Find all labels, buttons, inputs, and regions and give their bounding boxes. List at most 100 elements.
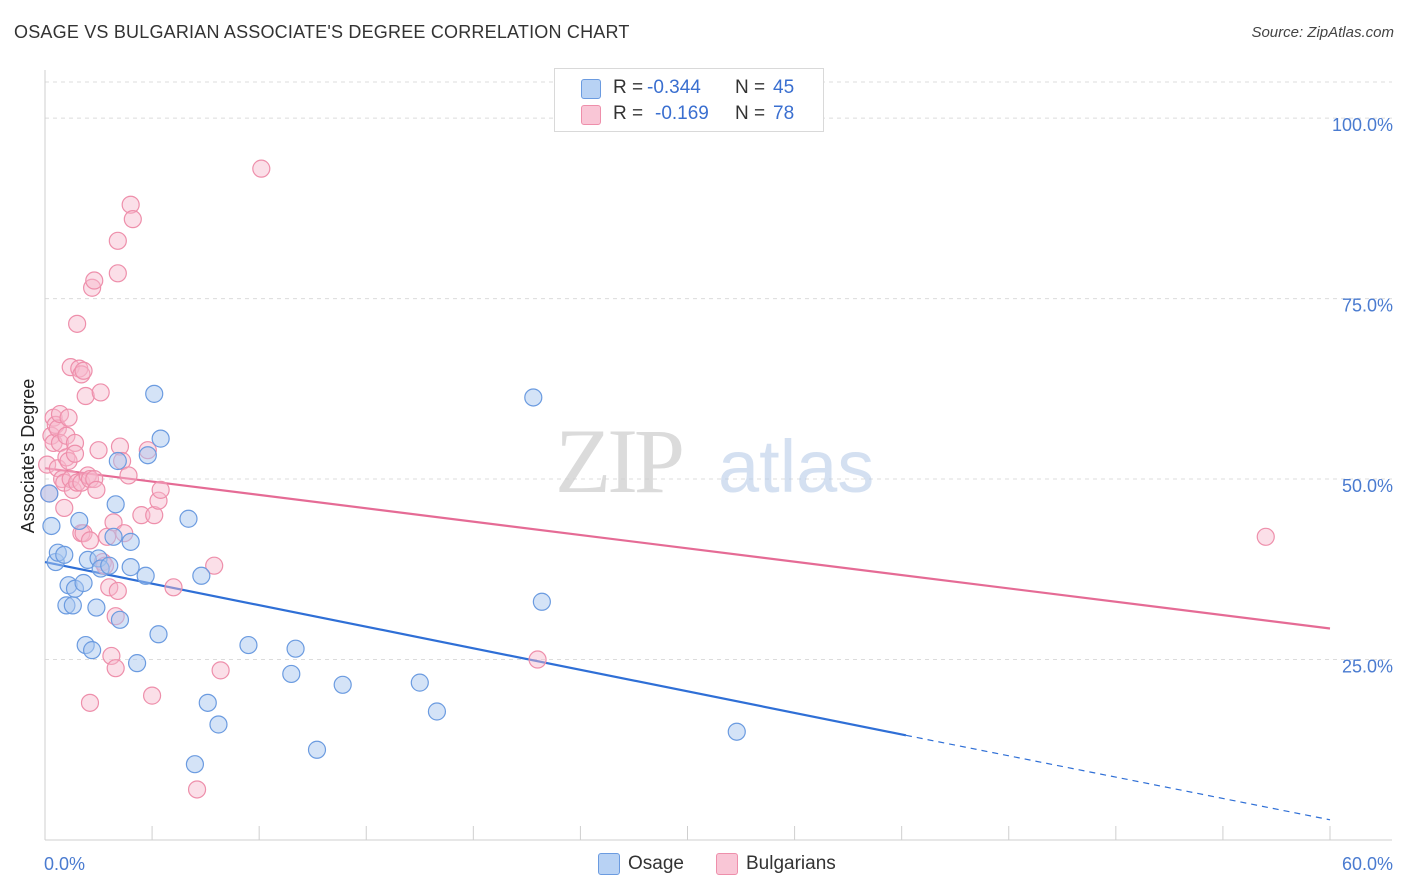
legend-label-osage: Osage (628, 853, 684, 874)
osage-point (100, 556, 119, 575)
osage-point (121, 558, 140, 577)
y-tick-label: 50.0% (1342, 476, 1393, 496)
osage-point (239, 635, 258, 655)
bulgarians-point (85, 271, 104, 290)
bulgarians-point (80, 693, 100, 712)
osage-point (110, 610, 130, 629)
osage-point (136, 566, 155, 585)
legend-n-value: 45 (773, 77, 795, 98)
osage-point (286, 639, 305, 658)
bulgarians-point (91, 383, 110, 402)
osage-point (410, 673, 429, 692)
osage-point (727, 722, 746, 741)
bulgarians-point (108, 264, 127, 283)
bulgarians-point (74, 361, 93, 380)
osage-point (70, 511, 89, 531)
bulgarians-point (68, 314, 87, 333)
bulgarians-point (65, 433, 85, 453)
bulgarians-point (38, 455, 57, 474)
source-note: Source: ZipAtlas.com (1251, 24, 1394, 41)
bulgarians-point (80, 469, 100, 489)
legend-r-value: -0.169 (655, 103, 709, 124)
osage-trend-extension (905, 734, 1331, 821)
bulgarians-point (83, 278, 102, 297)
watermark-atlas: atlas (718, 425, 874, 508)
osage-point (83, 641, 102, 660)
osage-point (192, 566, 211, 585)
bulgarians-point (89, 441, 108, 460)
bulgarians-point (123, 210, 142, 229)
watermark-zip: ZIP (555, 410, 682, 512)
osage-point (63, 596, 82, 615)
bulgarians-swatch (716, 853, 738, 875)
y-tick-label: 75.0% (1342, 296, 1393, 316)
bulgarians-point (59, 451, 78, 471)
bulgarians-point (211, 661, 230, 680)
bulgarians-point (145, 506, 164, 525)
stats-legend: R = -0.344 N = 45 R = -0.169 N = 78 (554, 68, 824, 132)
osage-point (198, 693, 217, 712)
legend-r-label: R = (613, 77, 644, 98)
bulgarians-point (108, 231, 127, 250)
bulgarians-point (121, 195, 140, 214)
x-tick-label: 0.0% (44, 854, 85, 874)
osage-point (87, 598, 106, 617)
bulgarians-point (65, 444, 85, 463)
bulgarians-point (132, 506, 151, 525)
osage-point (532, 592, 551, 611)
osage-point (333, 675, 352, 694)
osage-swatch (598, 853, 620, 875)
bulgarians-point (106, 659, 125, 678)
osage-point (121, 532, 140, 551)
bulgarians-point (119, 466, 138, 485)
osage-point (524, 388, 543, 407)
y-tick-label: 100.0% (1332, 115, 1393, 135)
legend-n-label: N = (735, 77, 766, 98)
osage-point (427, 702, 447, 721)
bulgarians-point (76, 386, 95, 406)
bulgarians-point (164, 578, 183, 597)
bulgarians-point (205, 556, 224, 575)
osage-point (127, 654, 147, 673)
osage-point (149, 625, 168, 644)
axes (44, 70, 1392, 841)
legend-label-bulgarians: Bulgarians (746, 853, 836, 874)
bulgarians-point (142, 686, 162, 705)
osage-point (104, 527, 123, 546)
bulgarians-point (59, 408, 78, 427)
bulgarians-point (80, 531, 100, 550)
bulgarians-trend-line (44, 467, 1331, 630)
legend-n-label: N = (735, 103, 766, 124)
osage-point (145, 384, 164, 403)
bulgarians-point (87, 480, 106, 499)
bulgarians-point (252, 159, 271, 178)
grid-lines (45, 81, 1392, 661)
watermark: ZIP atlas (555, 410, 874, 512)
osage-point (40, 484, 59, 503)
osage-point (55, 545, 74, 564)
chart-title: OSAGE VS BULGARIAN ASSOCIATE'S DEGREE CO… (14, 22, 630, 42)
bulgarians-point (151, 480, 170, 499)
bulgarians-point (149, 491, 168, 510)
osage-trend-line (44, 560, 907, 737)
bulgarians-point (85, 469, 104, 489)
osage-point (282, 664, 301, 684)
legend-r-label: R = (613, 103, 644, 124)
y-tick-label: 25.0% (1342, 657, 1393, 677)
osage-point (185, 755, 205, 774)
bulgarians-swatch (581, 105, 601, 125)
osage-swatch (581, 79, 601, 99)
tick-labels: 25.0% 50.0% 75.0% 100.0% 0.0% 60.0% (44, 115, 1393, 874)
y-axis-label: Associate's Degree (18, 379, 38, 534)
osage-points (40, 384, 746, 774)
osage-point (106, 495, 125, 514)
legend-r-value: -0.344 (647, 77, 701, 98)
osage-point (138, 446, 157, 465)
osage-point (42, 516, 61, 536)
osage-point (307, 740, 327, 759)
bulgarians-point (528, 650, 547, 669)
bulgarians-point (108, 581, 127, 601)
legend-n-value: 78 (773, 103, 795, 124)
bulgarians-point (55, 498, 74, 518)
